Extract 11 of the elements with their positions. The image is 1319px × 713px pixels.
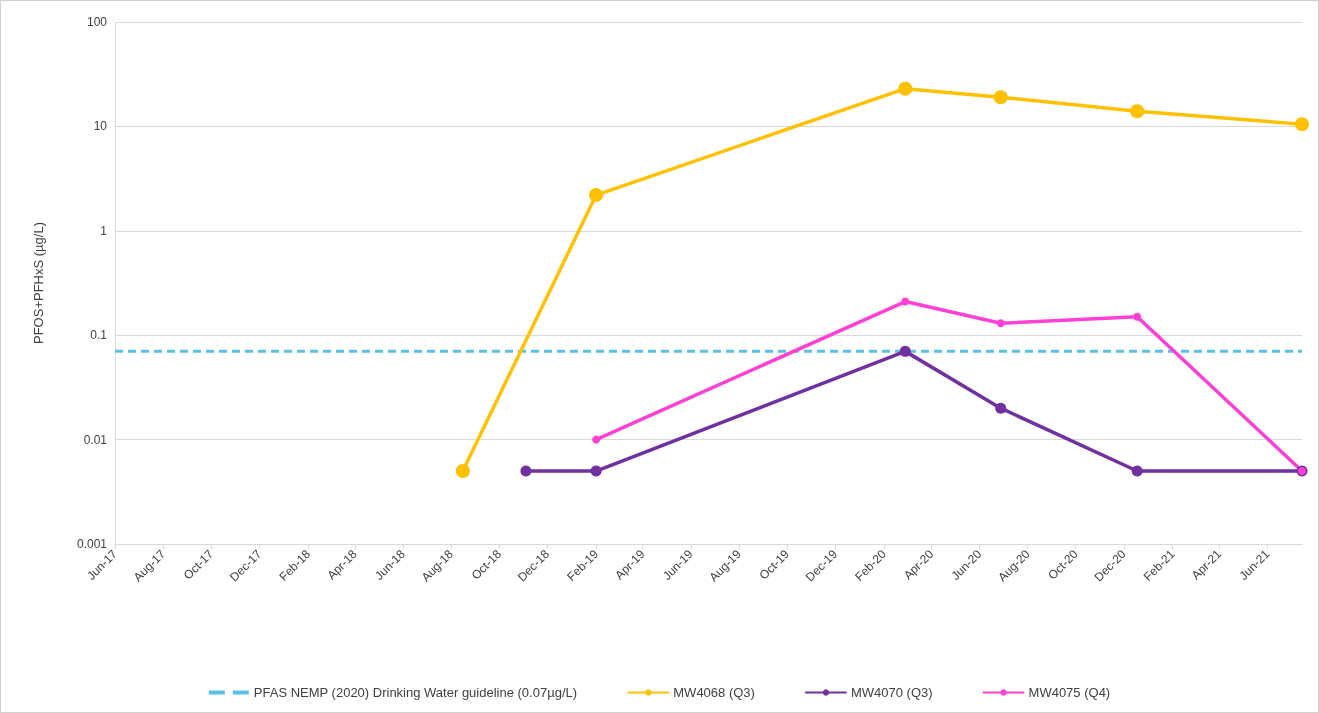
y-tick-label: 1 — [100, 223, 108, 238]
legend-label: PFAS NEMP (2020) Drinking Water guideline (0.07µg/L) — [253, 685, 578, 700]
y-axis-title: PFOS+PFHxS (µg/L) — [31, 222, 46, 344]
y-tick-label: 0.01 — [83, 432, 108, 447]
y-tick-label: 0.1 — [90, 328, 108, 343]
legend-label: MW4070 (Q3) — [850, 685, 933, 700]
y-tick-label: 0.001 — [76, 537, 108, 551]
y-tick-label: 100 — [86, 15, 108, 29]
y-tick-label: 10 — [93, 119, 108, 134]
legend-label: MW4068 (Q3) — [673, 685, 755, 700]
legend-label: MW4075 (Q4) — [1028, 685, 1111, 700]
